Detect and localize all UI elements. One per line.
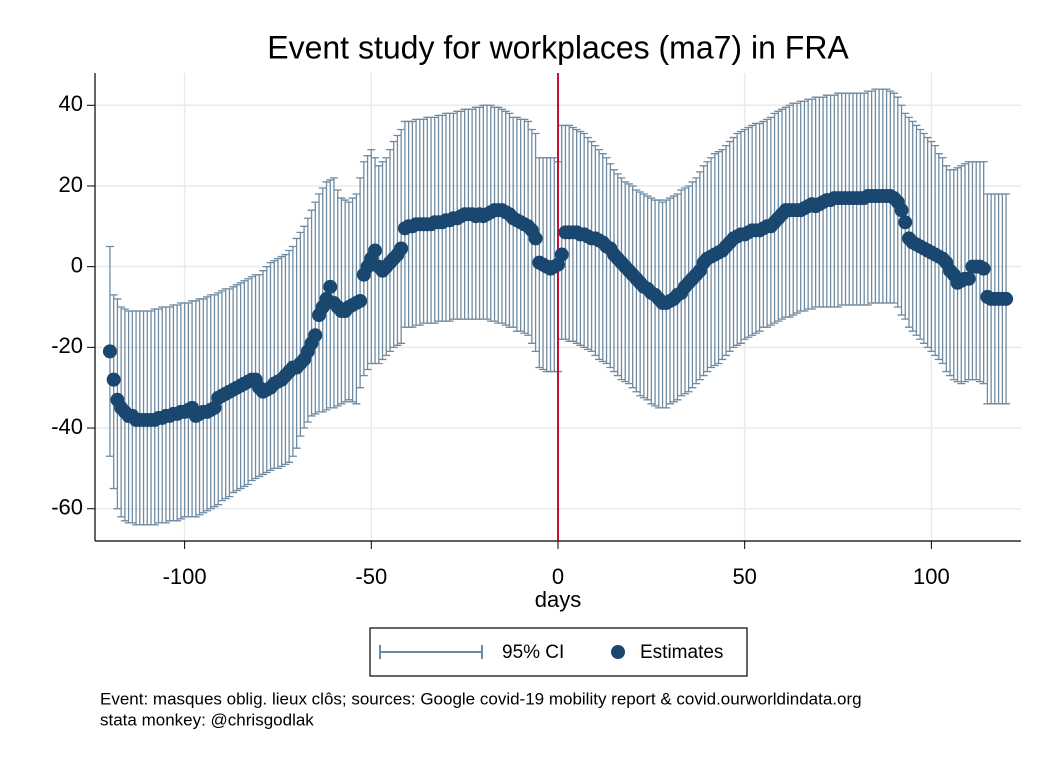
legend-label: 95% CI	[502, 642, 564, 663]
error-bar	[613, 173, 622, 377]
error-bar	[262, 266, 271, 474]
error-bar	[337, 197, 346, 405]
error-bar	[912, 124, 921, 336]
estimate-point	[528, 231, 543, 246]
error-bar	[281, 253, 290, 465]
estimate-point	[102, 344, 117, 359]
error-bar	[621, 181, 630, 383]
y-tick-label: 20	[59, 172, 83, 197]
x-tick-label: -100	[163, 564, 207, 589]
error-bar	[109, 294, 118, 490]
y-tick-label: 0	[71, 252, 83, 277]
estimate-point	[976, 261, 991, 276]
error-bar	[300, 225, 309, 429]
error-bar	[916, 128, 925, 340]
estimate-point	[353, 293, 368, 308]
x-tick-label: 0	[552, 564, 564, 589]
x-axis-label: days	[535, 587, 581, 612]
error-bar	[270, 259, 279, 470]
legend-box	[369, 627, 748, 677]
error-bar	[397, 128, 406, 344]
error-bar	[393, 134, 402, 346]
y-tick-label: 40	[59, 91, 83, 116]
error-bar	[598, 153, 607, 363]
error-bar	[632, 189, 641, 393]
y-tick-label: -60	[51, 495, 83, 520]
error-bar	[285, 249, 294, 463]
estimate-point	[308, 328, 323, 343]
error-bar	[311, 201, 320, 415]
error-bar	[307, 209, 316, 417]
error-bar	[639, 193, 648, 399]
error-bar	[296, 231, 305, 437]
estimate-point	[961, 271, 976, 286]
error-bar	[356, 177, 365, 389]
estimate-point	[894, 203, 909, 218]
estimate-point	[368, 243, 383, 258]
error-bar	[617, 177, 626, 381]
error-bar	[382, 157, 391, 357]
error-bar	[647, 197, 656, 405]
error-bar	[919, 132, 928, 344]
error-bar	[606, 163, 615, 369]
error-bar	[292, 237, 301, 449]
x-tick-label: 100	[913, 564, 950, 589]
error-bar	[273, 257, 282, 470]
x-tick-label: 50	[732, 564, 756, 589]
note: stata monkey: @chrisgodlak	[100, 710, 314, 729]
error-bar	[587, 140, 596, 353]
error-bar	[378, 161, 387, 361]
estimate-point	[554, 247, 569, 262]
error-bar	[624, 183, 633, 385]
error-bar	[203, 296, 212, 512]
estimate-point	[999, 291, 1014, 306]
estimate-point	[394, 241, 409, 256]
error-bar	[259, 270, 268, 476]
error-bar	[385, 149, 394, 353]
error-bar	[288, 245, 297, 457]
estimate-point	[106, 372, 121, 387]
chart-title: Event study for workplaces (ma7) in FRA	[267, 29, 849, 65]
error-bar	[610, 169, 619, 373]
error-bar	[389, 140, 398, 348]
error-bar	[602, 157, 611, 365]
estimate-point	[323, 279, 338, 294]
y-tick-label: -40	[51, 414, 83, 439]
y-tick-label: -20	[51, 333, 83, 358]
error-bar	[303, 217, 312, 423]
error-bar	[341, 199, 350, 403]
error-bar	[329, 177, 338, 409]
legend-label: Estimates	[640, 642, 723, 663]
x-tick-label: -50	[355, 564, 387, 589]
legend-symbol	[379, 645, 483, 659]
error-bar	[628, 185, 637, 389]
error-bar	[266, 261, 275, 472]
error-bar	[277, 255, 286, 468]
error-bar	[591, 144, 600, 357]
error-bar	[923, 136, 932, 348]
error-bar	[908, 120, 917, 332]
error-bar	[636, 191, 645, 397]
legend-symbol	[611, 645, 625, 659]
error-bar	[595, 149, 604, 361]
note: Event: masques oblig. lieux clôs; source…	[100, 689, 862, 708]
estimate-point	[898, 215, 913, 230]
